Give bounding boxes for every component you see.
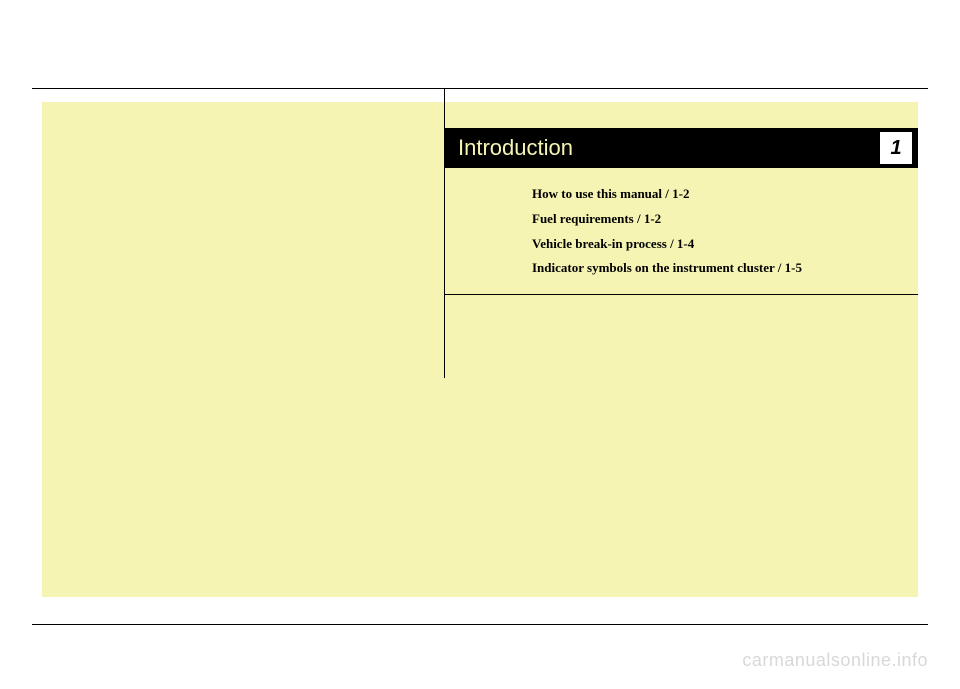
toc-item: Indicator symbols on the instrument clus… [532,258,918,279]
chapter-number-box: 1 [880,132,912,164]
toc-item: Vehicle break-in process / 1-4 [532,234,918,255]
chapter-title: Introduction [444,135,573,161]
title-bar: Introduction 1 [444,128,918,168]
toc-bottom-divider [444,294,918,295]
bottom-divider [32,624,928,625]
table-of-contents: How to use this manual / 1-2 Fuel requir… [532,184,918,283]
watermark: carmanualsonline.info [742,650,928,671]
content-area [42,102,918,597]
toc-item: Fuel requirements / 1-2 [532,209,918,230]
chapter-number: 1 [890,137,901,160]
page-container: Introduction 1 How to use this manual / … [0,0,960,689]
top-divider [32,88,928,89]
toc-item: How to use this manual / 1-2 [532,184,918,205]
